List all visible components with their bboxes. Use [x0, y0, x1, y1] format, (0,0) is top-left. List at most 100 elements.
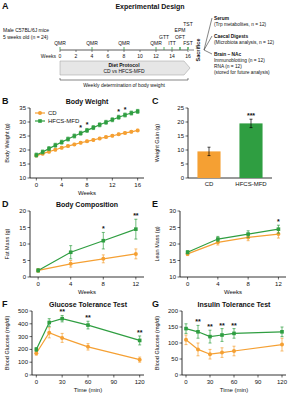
- event-label: EPM: [175, 27, 186, 33]
- y-tick-label: 200: [18, 346, 29, 352]
- subject-text: 5 weeks old (n = 24): [3, 34, 48, 40]
- x-axis: [180, 277, 286, 278]
- y-tick-label: 20: [19, 208, 26, 214]
- point: [73, 134, 77, 138]
- point: [98, 123, 102, 127]
- point: [232, 332, 236, 336]
- error-bar: [98, 137, 101, 139]
- point: [232, 349, 236, 353]
- point: [138, 339, 142, 343]
- error-bar: [79, 131, 82, 135]
- x-axis-label: Time (min): [74, 387, 102, 393]
- event-label: QMR: [150, 40, 162, 46]
- point: [72, 142, 76, 146]
- point: [60, 317, 64, 321]
- point: [280, 330, 284, 334]
- x-tick-label: 8: [102, 281, 106, 287]
- week-tick: [92, 50, 93, 52]
- output-text: (Trp metabolites, n = 12): [214, 22, 267, 27]
- x-tick-label: 60: [85, 379, 92, 385]
- error-bar: [111, 135, 114, 137]
- point: [110, 134, 114, 138]
- x-tick-label: 8: [85, 182, 89, 188]
- event-tick: [92, 47, 93, 50]
- plot-area: [34, 315, 141, 362]
- x-tick-label: 0: [35, 379, 39, 385]
- x-tick-label: 12: [275, 281, 282, 287]
- y-tick: [30, 362, 33, 363]
- y-tick-label: 25: [169, 225, 176, 231]
- error-bar: [98, 123, 101, 127]
- week-tick: [108, 50, 109, 52]
- point: [98, 137, 102, 141]
- point: [117, 132, 121, 136]
- series-line: [36, 130, 137, 155]
- x-tick: [88, 375, 89, 378]
- y-tick: [28, 108, 31, 109]
- error-bar: [185, 335, 188, 345]
- event-label: GTT: [159, 34, 169, 40]
- point: [123, 131, 127, 135]
- error-bar: [102, 255, 105, 263]
- error-bar: [37, 269, 40, 272]
- weight-note: Weekly determination of body weight: [83, 82, 165, 88]
- y-axis: [30, 108, 31, 178]
- error-bar: [61, 333, 64, 342]
- panel-letter: E: [152, 199, 158, 209]
- output-text: (stored for future analysis): [214, 70, 270, 75]
- error-bar: [221, 348, 224, 358]
- week-tick: [172, 50, 173, 52]
- week-label: 6: [107, 53, 110, 59]
- panel-letter: A: [2, 1, 9, 11]
- plot-area: [186, 225, 281, 256]
- x-tick-label: 90: [255, 379, 262, 385]
- series-line: [36, 319, 139, 350]
- error-bar: [185, 324, 188, 334]
- error-bar: [281, 327, 284, 337]
- event-tick: [156, 47, 157, 50]
- y-tick: [186, 108, 189, 109]
- error-bar: [35, 153, 38, 157]
- x-axis-label: Time (min): [220, 387, 248, 393]
- plot-area: [184, 324, 284, 359]
- x-tick: [282, 375, 283, 378]
- event-label: FST: [183, 40, 192, 46]
- point: [69, 262, 73, 266]
- y-tick-label: 300: [18, 334, 29, 340]
- error-bar: [60, 147, 63, 149]
- week-tick: [140, 50, 141, 52]
- y-tick: [30, 375, 33, 376]
- point: [69, 250, 73, 254]
- subject-text: Male C57BL/6J mice: [3, 27, 49, 33]
- x-tick-label: 0: [184, 379, 188, 385]
- x-tick: [217, 277, 218, 280]
- week-label: 16: [185, 53, 191, 59]
- week-label: 2: [75, 53, 78, 59]
- event-label: ITT: [168, 40, 176, 46]
- error-bar: [54, 143, 57, 147]
- point: [117, 115, 121, 119]
- y-tick: [180, 375, 183, 376]
- y-tick: [30, 311, 33, 312]
- x-tick-label: 4: [216, 281, 220, 287]
- error-bar: [48, 328, 51, 338]
- x-tick: [210, 375, 211, 378]
- error-bar: [79, 142, 82, 144]
- point: [134, 252, 138, 256]
- event-tick: [172, 47, 173, 50]
- event-label: OFT: [175, 34, 185, 40]
- panel-letter: G: [152, 299, 159, 309]
- y-tick: [28, 150, 31, 151]
- week-label: 8: [123, 53, 126, 59]
- x-tick: [38, 277, 39, 280]
- week-tick: [188, 50, 189, 52]
- output-text: (Microbiota analysis, n = 12): [214, 40, 275, 45]
- y-tick: [28, 260, 31, 261]
- y-tick-label: 150: [168, 324, 179, 330]
- y-axis: [188, 108, 189, 178]
- x-tick: [135, 277, 136, 280]
- error-bar: [105, 120, 108, 124]
- error-bar: [281, 338, 284, 351]
- y-tick-label: 400: [18, 321, 29, 327]
- point: [34, 154, 38, 158]
